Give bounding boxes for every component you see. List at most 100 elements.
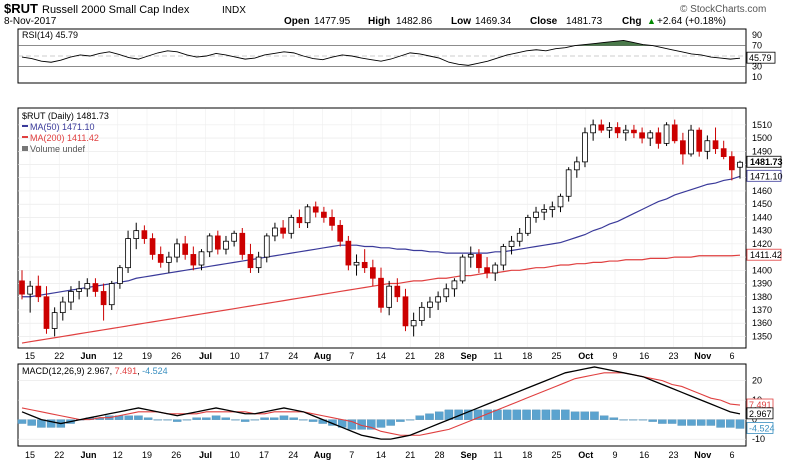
candle-body [174, 243, 180, 258]
price-tick-label: 1430 [752, 226, 772, 236]
price-tick-label: 1390 [752, 279, 772, 289]
candle-body [533, 211, 539, 218]
candle-body [712, 140, 719, 150]
macd-histogram-bar [502, 409, 512, 420]
legend-ma200: MA(200) 1411.42 [30, 133, 99, 143]
macd-histogram-bar [240, 419, 250, 422]
x-tick-label: Sep [460, 351, 477, 361]
price-value-tag [746, 155, 782, 168]
candle-body [459, 256, 466, 282]
candle-body [492, 264, 499, 274]
candle-body [117, 267, 123, 284]
candle-body [263, 235, 270, 258]
chg-arrow: ▲ [647, 16, 656, 26]
price-tick-label: 1440 [752, 212, 772, 222]
macd-value-tag [746, 407, 774, 420]
candle-body [19, 280, 25, 295]
price-tick-label: 1450 [752, 199, 772, 209]
legend-volume-swatch [22, 146, 28, 151]
macd-value-tag-text: 7.491 [749, 400, 772, 410]
index-name: Russell 2000 Small Cap Index [42, 4, 190, 16]
candle-body [288, 217, 295, 234]
macd-histogram-bar [706, 419, 716, 426]
candle-body [418, 306, 425, 321]
x-tick-label: Nov [694, 351, 711, 361]
macd-histogram-bar [541, 409, 551, 420]
macd-histogram-bar [386, 419, 395, 426]
candle-body [671, 124, 678, 142]
macd-histogram-bar [163, 419, 172, 421]
candle-body [133, 230, 140, 239]
candle-body [582, 132, 588, 163]
x-tick-label: 28 [434, 351, 444, 361]
candle-body [622, 129, 629, 134]
candle-body [369, 267, 376, 279]
x-tick-label: 14 [376, 351, 386, 361]
rsi-layer: 907050301045.79 [18, 30, 776, 82]
macd-histogram-bar [464, 409, 473, 420]
candle-body [720, 148, 727, 158]
candle-body [435, 296, 441, 303]
macd-histogram-bar [638, 419, 648, 421]
brand-label: © StockCharts.com [680, 4, 766, 15]
macd-histogram-bar [473, 409, 483, 420]
price-tick-label: 1460 [752, 186, 772, 196]
candle-body [43, 296, 50, 329]
candle-body [402, 296, 409, 327]
candle-body [361, 261, 368, 269]
macd-value-tag-text: -4.524 [749, 423, 775, 433]
candle-body [239, 232, 246, 255]
macd-histogram-bar [153, 419, 163, 421]
macd-title: MACD(12,26,9) 2.967, 7.491, -4.524 [22, 366, 168, 376]
price-tick-label: 1420 [752, 239, 772, 249]
macd-histogram-bar [396, 419, 405, 422]
x-tick-label: 9 [612, 450, 617, 460]
x-tick-label: 22 [54, 351, 64, 361]
candle-body [565, 169, 572, 197]
candle-body [125, 238, 131, 269]
x-tick-label: 19 [142, 450, 152, 460]
x-tick-label: Jun [80, 351, 96, 361]
candle-body [614, 127, 621, 134]
x-tick-label: 26 [171, 450, 181, 460]
macd-histogram-bar [570, 411, 580, 420]
candle-body [92, 283, 99, 292]
rsi-value-tag-text: 45.79 [749, 53, 772, 63]
candle-body [108, 283, 115, 306]
candle-body [525, 217, 531, 234]
macd-histogram-bar [270, 417, 279, 420]
macd-histogram-bar [182, 419, 192, 421]
rsi-tick-label: 30 [752, 61, 762, 71]
candle-body [484, 267, 490, 274]
x-tick-label: 14 [376, 450, 386, 460]
macd-histogram-bar [648, 419, 657, 422]
candle-body [247, 254, 254, 269]
candle-body [476, 254, 482, 269]
open-value: 1477.95 [314, 16, 351, 27]
price-tick-label: 1500 [752, 133, 772, 143]
candle-body [329, 217, 335, 226]
rsi-tick-label: 70 [752, 41, 762, 51]
candle-body [312, 206, 319, 213]
candle-body [386, 285, 393, 308]
candle-body [500, 246, 507, 266]
candle-body [598, 124, 605, 131]
x-tick-label: 7 [349, 450, 354, 460]
macd-histogram-bar [532, 409, 541, 420]
x-tick-label: 15 [25, 351, 35, 361]
candle-body [655, 132, 662, 144]
candle-body [394, 285, 401, 298]
x-tick-label: Jun [80, 450, 96, 460]
candle-body [280, 227, 286, 234]
legend-ma50-swatch [22, 125, 28, 127]
candle-body [345, 240, 352, 266]
x-tick-label: 19 [142, 351, 152, 361]
x-tick-label: 11 [493, 351, 502, 361]
macd-histogram-bar [279, 415, 289, 420]
candle-body [157, 254, 164, 263]
candle-body [141, 230, 148, 239]
candle-body [68, 291, 74, 303]
